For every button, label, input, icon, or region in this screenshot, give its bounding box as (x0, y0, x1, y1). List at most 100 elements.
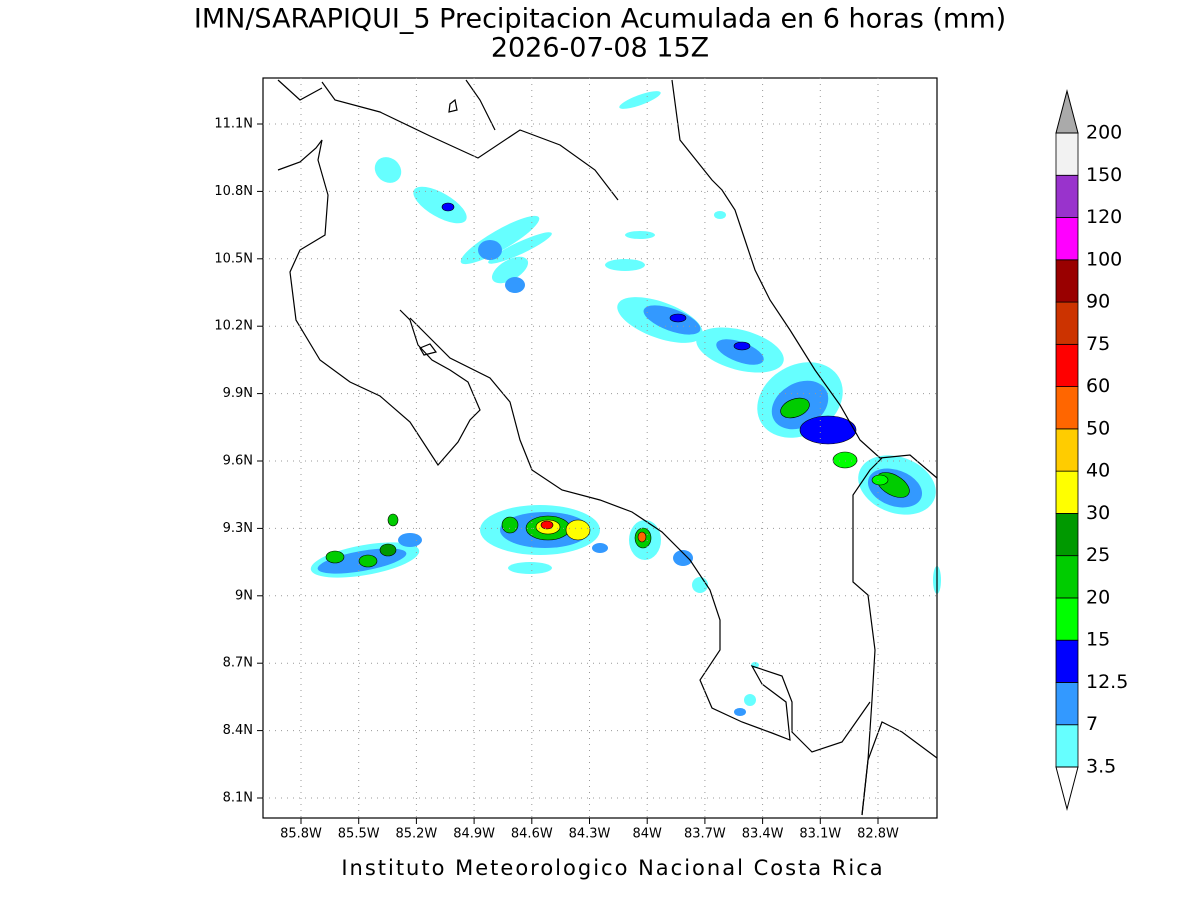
precip-area (637, 531, 647, 543)
colorbar-box (1055, 513, 1079, 557)
colorbar-box (1055, 682, 1079, 726)
precip-area (413, 186, 467, 224)
island (419, 98, 458, 356)
colorbar-box (1055, 343, 1079, 388)
colorbar-box (1055, 217, 1079, 261)
colorbar-label: 40 (1086, 460, 1110, 482)
precip-area (501, 516, 519, 534)
precip-area (491, 256, 529, 284)
colorbar-label: 30 (1086, 502, 1110, 524)
lon-tick-label: 84W (632, 827, 662, 842)
precip-area (565, 519, 591, 541)
colorbar-label: 25 (1086, 544, 1110, 566)
precip-area (714, 211, 726, 219)
precip-area (799, 415, 857, 445)
coastline (671, 79, 938, 479)
lon-tick-label: 82.8W (857, 827, 899, 842)
colorbar-over (1055, 89, 1079, 134)
precip-area (540, 520, 554, 530)
precip-area (508, 562, 552, 574)
colorbar-label: 120 (1086, 206, 1122, 228)
subtitle: 2026-07-08 15Z (491, 33, 709, 64)
colorbar-label: 150 (1086, 164, 1122, 186)
colorbar-label: 200 (1086, 122, 1122, 144)
colorbar-box (1055, 301, 1079, 345)
coastline (465, 79, 938, 816)
lon-tick-label: 83.1W (799, 827, 841, 842)
precip-area (871, 474, 889, 486)
colorbar-label: 15 (1086, 629, 1110, 651)
precip-area (325, 550, 345, 564)
lat-tick-label: 8.4N (223, 723, 253, 738)
lon-tick-label: 84.6W (511, 827, 553, 842)
lon-tick-label: 85.2W (395, 827, 437, 842)
lat-tick-label: 9.6N (223, 454, 253, 469)
colorbar-label: 7 (1086, 713, 1098, 735)
footer: Instituto Meteorologico Nacional Costa R… (341, 856, 884, 880)
colorbar-label: 100 (1086, 248, 1122, 270)
colorbar-box (1055, 132, 1079, 176)
map-frame (262, 77, 938, 819)
colorbar-label: 20 (1086, 586, 1110, 608)
title: IMN/SARAPIQUI_5 Precipitacion Acumulada … (194, 4, 1006, 35)
precip-area (625, 231, 655, 239)
lat-tick-label: 9.9N (223, 386, 253, 401)
precip-area (379, 543, 397, 557)
colorbar-label: 75 (1086, 333, 1110, 355)
precip-area (619, 91, 661, 109)
colorbar-label: 12.5 (1086, 671, 1128, 693)
colorbar-box (1055, 470, 1079, 514)
lat-tick-label: 9N (235, 588, 253, 603)
colorbar-label: 3.5 (1086, 756, 1116, 778)
lat-tick-label: 11.1N (214, 117, 253, 132)
lon-tick-label: 83.7W (684, 827, 726, 842)
lat-tick-label: 10.8N (214, 184, 253, 199)
lat-tick-label: 8.1N (223, 791, 253, 806)
precip-area (505, 277, 525, 293)
lat-tick-label: 8.7N (223, 656, 253, 671)
colorbar-box (1055, 386, 1079, 430)
border (277, 79, 619, 201)
colorbar-box (1055, 428, 1079, 472)
colorbar-box (1055, 174, 1079, 218)
precip-area (692, 577, 708, 593)
lon-tick-label: 84.9W (453, 827, 495, 842)
border (852, 457, 883, 816)
coastlines (277, 79, 938, 816)
precip-area (716, 339, 764, 365)
colorbar-box (1055, 259, 1079, 303)
lon-tick-label: 85.5W (338, 827, 380, 842)
precip-area (398, 533, 422, 547)
precip-area (592, 543, 608, 553)
precip-area (832, 451, 858, 469)
colorbar-box (1055, 597, 1079, 641)
colorbar-label: 50 (1086, 417, 1110, 439)
coastline (277, 139, 871, 753)
precip-area (673, 550, 693, 566)
precip-area (387, 513, 399, 527)
colorbar-label: 60 (1086, 375, 1110, 397)
precip-area (441, 202, 455, 212)
lat-tick-label: 9.3N (223, 521, 253, 536)
colorbar-box (1055, 555, 1079, 599)
lon-tick-label: 84.3W (569, 827, 611, 842)
colorbar-box (1055, 724, 1079, 768)
precip-area (733, 341, 751, 351)
precip-field (310, 91, 941, 716)
precip-area (478, 240, 502, 260)
precip-area (780, 397, 810, 419)
precip-area (744, 694, 756, 706)
precip-area (605, 259, 645, 271)
precip-area (374, 157, 402, 183)
colorbar-label: 90 (1086, 291, 1110, 313)
colorbar-under (1055, 766, 1079, 811)
lat-tick-label: 10.2N (214, 319, 253, 334)
lon-tick-label: 83.4W (742, 827, 784, 842)
precip-area (669, 313, 687, 323)
colorbar-box (1055, 639, 1079, 683)
lon-tick-label: 85.8W (280, 827, 322, 842)
precip-area (358, 554, 378, 568)
lat-tick-label: 10.5N (214, 251, 253, 266)
precip-area (734, 708, 746, 716)
